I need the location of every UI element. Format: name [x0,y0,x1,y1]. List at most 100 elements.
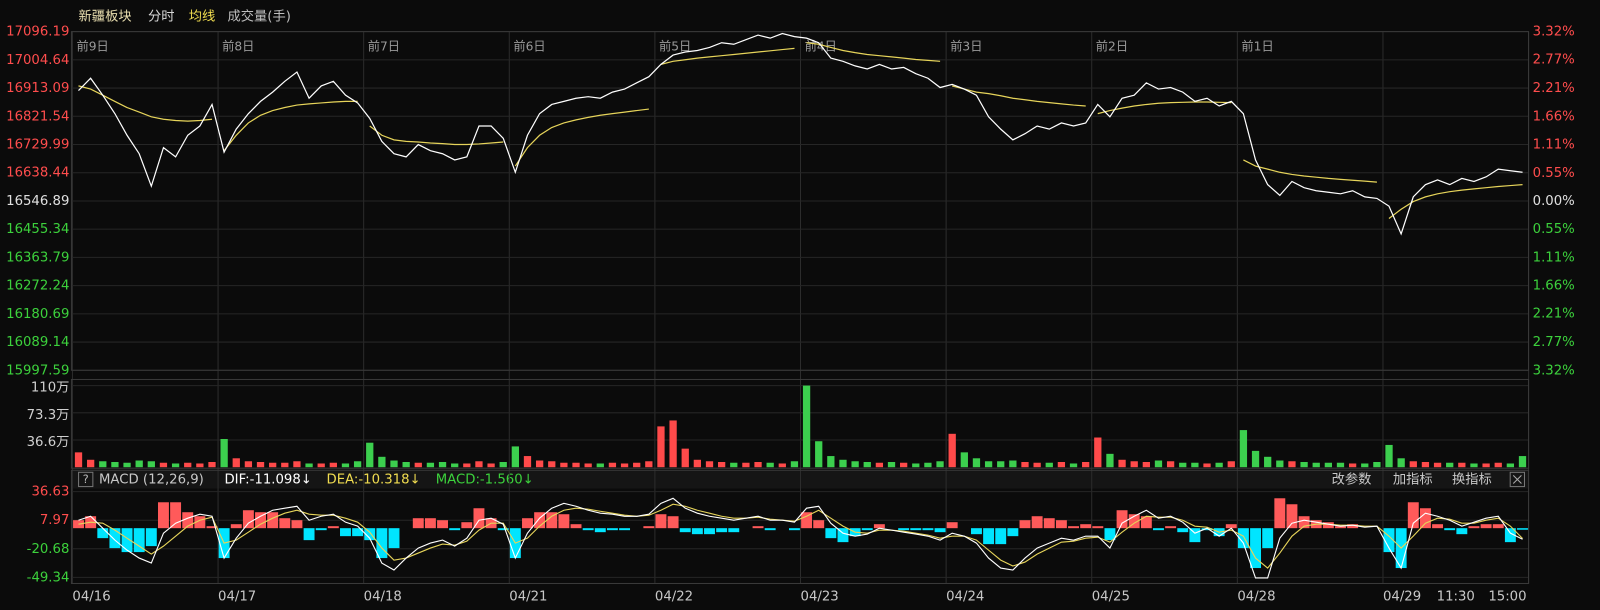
volume-bar [875,462,884,468]
volume-bar [438,461,447,468]
volume-bar [196,463,204,468]
volume-bar [511,446,519,468]
volume-bar [1154,460,1163,468]
macd-bar [1189,528,1201,543]
macd-bar [1419,508,1431,529]
macd-bar [1262,528,1274,549]
average-line [951,85,1086,107]
macd-bar [109,528,121,549]
y-tick-label: 16638.44 [6,166,69,181]
tab[interactable]: 成交量(手) [228,7,291,24]
macd-bar [1140,516,1152,529]
button[interactable]: 改参数 [1332,470,1372,487]
macd-bar [194,516,206,529]
legend-dif: DIF:-11.098↓ [224,472,311,487]
volume-bar [171,463,180,468]
x-tick-label: 04/28 [1237,590,1275,605]
volume-bar [1348,463,1357,468]
volume-bar [681,448,689,468]
button[interactable]: 加指标 [1393,471,1433,487]
volume-bar [1409,461,1417,468]
macd-bar [837,528,849,543]
volume-bar [1021,461,1029,468]
macd-bar [1165,526,1177,529]
macd-bar [449,528,461,531]
volume-bar [633,462,641,468]
volume-bar [293,461,301,468]
button[interactable]: 换指标 [1452,471,1492,487]
x-tick-label: 04/16 [72,590,110,605]
volume-bar [159,462,168,468]
macd-bar [1116,510,1128,529]
volume-bar [1494,462,1502,468]
tab[interactable]: 分时 [148,8,175,24]
macd-bar [679,528,691,533]
volume-bar [1324,462,1332,468]
volume-bar [220,438,228,468]
day-label: 前3日 [950,38,982,53]
macd-bar [364,528,376,541]
volume-bar [378,456,386,468]
macd-bar [1237,528,1249,549]
volume-bar [1251,450,1260,468]
y-tick-label: 36.63 [31,485,69,500]
macd-bar [279,518,291,529]
volume-bar [535,460,544,468]
volume-bar [960,452,968,468]
volume-bar [742,462,750,468]
y-tick-label: 16729.99 [6,138,69,153]
volume-bar [523,456,532,468]
help-icon-text[interactable]: ? [83,473,89,486]
macd-bar [1177,528,1189,533]
panel-frame [70,31,1530,371]
tab[interactable]: 均线 [189,8,216,24]
y2-tick-label: 1.66% [1533,279,1575,294]
average-line [514,108,649,167]
close-icon[interactable] [1512,474,1522,484]
y-tick-label: 16180.69 [6,307,69,322]
macd-bar [570,524,582,529]
y2-tick-label: 0.55% [1533,166,1575,181]
macd-bar [1274,498,1286,529]
volume-bar [827,456,835,468]
macd-bar [230,524,242,529]
volume-bar [1009,460,1017,468]
volume-bar [802,385,811,468]
macd-bar [1055,520,1067,529]
volume-bar [1094,437,1102,468]
macd-bar [340,528,351,537]
macd-bar [873,524,885,529]
volume-bar [1118,459,1126,468]
day-label: 前1日 [1241,38,1273,53]
macd-bar [352,528,364,537]
volume-bar [1470,463,1478,468]
volume-bar [390,460,398,468]
volume-bar [1300,461,1308,468]
help-icon[interactable] [78,471,94,488]
y2-tick-label: 0.00% [1533,194,1575,209]
volume-bar [232,458,240,468]
volume-bar [208,461,216,468]
volume-bar [1312,462,1320,468]
day-label: 前7日 [368,38,400,53]
volume-bar [74,452,83,468]
y2-tick-label: 3.32% [1533,363,1575,378]
y-tick-label: 16546.89 [6,194,69,209]
macd-bar [206,526,218,529]
x-tick-label: 04/17 [218,590,256,605]
volume-bar [790,461,799,468]
macd-bar [1043,518,1055,529]
volume-bar [1361,463,1369,468]
close-button[interactable] [1509,471,1525,488]
macd-bar [1250,528,1262,569]
macd-bar [1153,528,1164,531]
x-tick-label: 04/25 [1092,590,1130,605]
macd-bar [801,512,813,529]
volume-bar [1336,462,1345,468]
panel-frame [70,469,1530,584]
macd-bar [1225,524,1237,529]
volume-bar [305,463,313,468]
volume-bar [256,461,265,468]
volume-bar [341,463,350,468]
